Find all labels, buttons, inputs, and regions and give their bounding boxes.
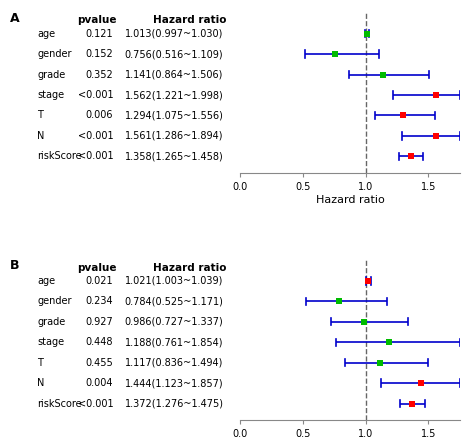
Text: 1.444(1.123~1.857): 1.444(1.123~1.857) bbox=[125, 378, 223, 388]
X-axis label: Hazard ratio: Hazard ratio bbox=[316, 194, 384, 205]
Text: stage: stage bbox=[37, 90, 64, 100]
Text: 1.358(1.265~1.458): 1.358(1.265~1.458) bbox=[125, 151, 224, 161]
Text: riskScore: riskScore bbox=[37, 151, 82, 161]
Text: N: N bbox=[37, 131, 45, 141]
Text: <0.001: <0.001 bbox=[78, 151, 113, 161]
Text: 0.986(0.727~1.337): 0.986(0.727~1.337) bbox=[125, 317, 224, 327]
Text: age: age bbox=[37, 276, 55, 286]
Text: 0.234: 0.234 bbox=[86, 296, 113, 306]
Text: 1.294(1.075~1.556): 1.294(1.075~1.556) bbox=[125, 110, 224, 121]
Text: gender: gender bbox=[37, 49, 72, 59]
Text: 0.756(0.516~1.109): 0.756(0.516~1.109) bbox=[125, 49, 223, 59]
Text: 0.352: 0.352 bbox=[85, 69, 113, 80]
Text: 1.561(1.286~1.894): 1.561(1.286~1.894) bbox=[125, 131, 223, 141]
Text: <0.001: <0.001 bbox=[78, 90, 113, 100]
Text: grade: grade bbox=[37, 69, 65, 80]
Text: N: N bbox=[37, 378, 45, 388]
Text: 1.021(1.003~1.039): 1.021(1.003~1.039) bbox=[125, 276, 223, 286]
Text: 1.117(0.836~1.494): 1.117(0.836~1.494) bbox=[125, 358, 223, 368]
Text: grade: grade bbox=[37, 317, 65, 327]
Text: gender: gender bbox=[37, 296, 72, 306]
Text: Hazard ratio: Hazard ratio bbox=[153, 15, 226, 26]
Text: riskScore: riskScore bbox=[37, 399, 82, 408]
Text: 0.006: 0.006 bbox=[86, 110, 113, 121]
Text: 0.152: 0.152 bbox=[85, 49, 113, 59]
Text: 0.455: 0.455 bbox=[85, 358, 113, 368]
Text: 0.004: 0.004 bbox=[86, 378, 113, 388]
Text: 1.372(1.276~1.475): 1.372(1.276~1.475) bbox=[125, 399, 224, 408]
Text: 0.021: 0.021 bbox=[86, 276, 113, 286]
Text: T: T bbox=[37, 358, 43, 368]
Text: 0.448: 0.448 bbox=[86, 337, 113, 347]
Text: 0.121: 0.121 bbox=[86, 29, 113, 39]
Text: 1.188(0.761~1.854): 1.188(0.761~1.854) bbox=[125, 337, 223, 347]
Text: 1.013(0.997~1.030): 1.013(0.997~1.030) bbox=[125, 29, 223, 39]
Text: <0.001: <0.001 bbox=[78, 131, 113, 141]
Text: pvalue: pvalue bbox=[77, 15, 117, 26]
Text: 1.141(0.864~1.506): 1.141(0.864~1.506) bbox=[125, 69, 223, 80]
Text: 0.927: 0.927 bbox=[85, 317, 113, 327]
Text: B: B bbox=[9, 259, 19, 272]
Text: Hazard ratio: Hazard ratio bbox=[153, 263, 226, 273]
Text: 1.562(1.221~1.998): 1.562(1.221~1.998) bbox=[125, 90, 224, 100]
Text: pvalue: pvalue bbox=[77, 263, 117, 273]
Text: T: T bbox=[37, 110, 43, 121]
Text: stage: stage bbox=[37, 337, 64, 347]
Text: A: A bbox=[9, 12, 19, 25]
Text: <0.001: <0.001 bbox=[78, 399, 113, 408]
Text: age: age bbox=[37, 29, 55, 39]
Text: 0.784(0.525~1.171): 0.784(0.525~1.171) bbox=[125, 296, 224, 306]
